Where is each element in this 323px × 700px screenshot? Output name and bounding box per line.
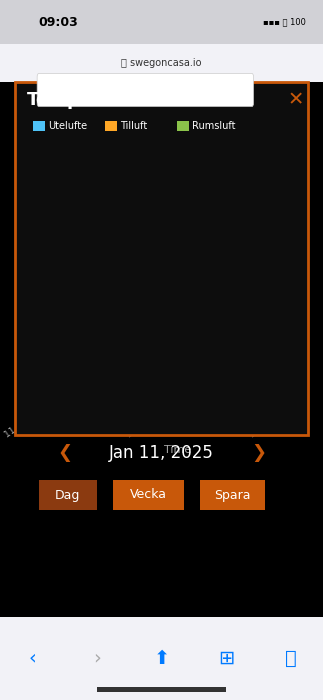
Text: Utelufte: Utelufte [48,121,87,131]
Text: ‹: ‹ [28,648,36,668]
Text: Temperatur: Temperatur [27,91,144,109]
Text: Jan 11, 2025: Jan 11, 2025 [109,444,214,462]
Text: ❮: ❮ [57,444,72,462]
Text: Rumsluft: Rumsluft [192,121,235,131]
Text: ⊞: ⊞ [218,648,234,668]
Text: ›: › [93,648,101,668]
Text: ⬆: ⬆ [153,648,170,668]
Text: ✕: ✕ [288,90,304,109]
Text: Tilluft: Tilluft [120,121,147,131]
Text: Dag: Dag [55,489,80,501]
Text: 🔒 swegoncasa.io: 🔒 swegoncasa.io [121,58,202,68]
Text: ❯: ❯ [251,444,266,462]
Text: ⧉: ⧉ [285,648,297,668]
Text: Vecka: Vecka [130,489,167,501]
Text: ▪▪▪ ꞵ 100: ▪▪▪ ꞵ 100 [263,18,306,27]
X-axis label: Time: Time [164,445,191,455]
Text: 09:03: 09:03 [38,15,78,29]
Text: Spara: Spara [214,489,251,501]
